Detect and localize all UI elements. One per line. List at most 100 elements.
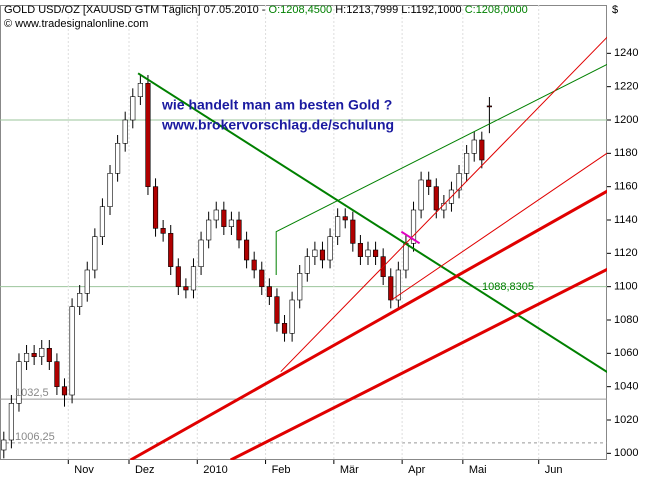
trend-line	[137, 72, 607, 374]
candle-body	[175, 266, 181, 287]
candle-body	[46, 348, 52, 362]
candle-body	[244, 239, 250, 261]
y-tick-label: 1080	[614, 314, 638, 326]
candle-body	[342, 216, 348, 221]
candle-body	[251, 259, 257, 271]
candle-body	[297, 273, 303, 301]
y-tick-label: 1100	[614, 281, 638, 293]
candle-body	[426, 179, 432, 187]
candle-body	[84, 269, 90, 294]
y-tick-label: 1240	[614, 47, 638, 59]
candle-body	[395, 269, 401, 301]
candle-body	[365, 249, 371, 257]
annotation: www.brokervorschlag.de/schulung	[161, 117, 394, 133]
candle-body	[99, 206, 106, 237]
candle-body	[388, 276, 394, 301]
y-tick-label: 1160	[614, 181, 638, 193]
candle-body	[160, 228, 166, 234]
y-tick-label: 1140	[614, 214, 638, 226]
candle-body	[107, 173, 113, 207]
candle-body	[206, 219, 212, 241]
x-tick-label: Feb	[272, 464, 291, 476]
candle-body	[198, 239, 204, 267]
candle-body	[304, 256, 310, 274]
candle-body	[281, 323, 288, 334]
trend-line	[280, 36, 607, 373]
candle-body	[479, 139, 485, 161]
candle-body	[471, 139, 477, 154]
candle-body	[122, 119, 128, 144]
y-tick-label: 1060	[614, 347, 638, 359]
candle-body	[16, 361, 22, 404]
x-tick-label: Mai	[469, 464, 487, 476]
candle-body	[145, 83, 151, 187]
annotation: wie handelt man am besten Gold ?	[161, 97, 392, 113]
candle-body	[464, 153, 470, 174]
trend-line	[129, 189, 607, 460]
ohlc-label: H:1213,7999	[335, 4, 398, 16]
candle-body	[433, 186, 439, 211]
candle-body	[486, 105, 492, 108]
candle-body	[335, 216, 341, 237]
candle-body	[228, 219, 234, 227]
level-label: 1006,25	[15, 431, 55, 443]
candle-body	[418, 179, 424, 211]
candle-body	[39, 348, 45, 357]
trend-line	[275, 63, 607, 275]
x-tick-label: 2010	[203, 464, 227, 476]
header-title: GOLD USD/OZ [XAUUSD GTM Täglich] 07.05.2…	[4, 4, 266, 16]
plot-layer	[0, 5, 607, 460]
candle-body	[1, 439, 7, 451]
copyright: © www.tradesignalonline.com	[4, 18, 148, 30]
y-tick-label: 1040	[614, 381, 638, 393]
candle-body	[274, 296, 280, 324]
candle-body	[236, 219, 242, 241]
candle-body	[77, 293, 83, 307]
candle-body	[213, 209, 219, 221]
candle-body	[357, 243, 363, 257]
candle-body	[266, 286, 272, 297]
candle-body	[319, 249, 326, 261]
candle-body	[327, 236, 333, 261]
x-tick-label: Apr	[408, 464, 425, 476]
candle-body	[115, 143, 121, 174]
y-unit: $	[612, 4, 618, 16]
y-tick-label: 1120	[614, 247, 638, 259]
level-label: 1032,5	[15, 387, 49, 399]
candle-body	[8, 403, 14, 441]
candle-body	[23, 353, 30, 362]
trend-line	[391, 152, 607, 301]
candle-body	[137, 83, 143, 97]
candle-body	[312, 249, 318, 257]
candle-body	[259, 269, 265, 287]
candle-body	[373, 249, 379, 257]
candle-body	[31, 353, 37, 357]
x-tick-label: Nov	[74, 464, 94, 476]
header: GOLD USD/OZ [XAUUSD GTM Täglich] 07.05.2…	[4, 4, 528, 16]
candle-body	[152, 186, 159, 229]
candle-body	[403, 243, 409, 271]
candle-body	[69, 306, 75, 396]
candle-body	[92, 236, 98, 271]
plot-area	[0, 5, 607, 460]
candle-body	[221, 209, 227, 227]
candle-body	[130, 96, 136, 121]
x-tick-label: Mär	[340, 464, 359, 476]
candle-body	[410, 209, 417, 244]
ohlc-label: L:1192,1000	[401, 4, 461, 16]
candle-body	[61, 386, 68, 396]
candle-body	[350, 219, 356, 244]
y-tick-label: 1020	[614, 414, 638, 426]
x-tick-label: Dez	[135, 464, 155, 476]
candle-body	[289, 299, 295, 334]
y-tick-label: 1000	[614, 447, 638, 459]
line-label: 1088,8305	[482, 281, 534, 293]
y-tick-label: 1220	[614, 81, 638, 93]
ohlc-label: C:1208,0000	[465, 4, 528, 16]
ohlc-label: O:1208,4500	[269, 4, 333, 16]
candle-body	[456, 173, 462, 191]
trend-line	[400, 230, 421, 245]
candle-body	[168, 233, 174, 267]
candle-body	[183, 286, 189, 291]
